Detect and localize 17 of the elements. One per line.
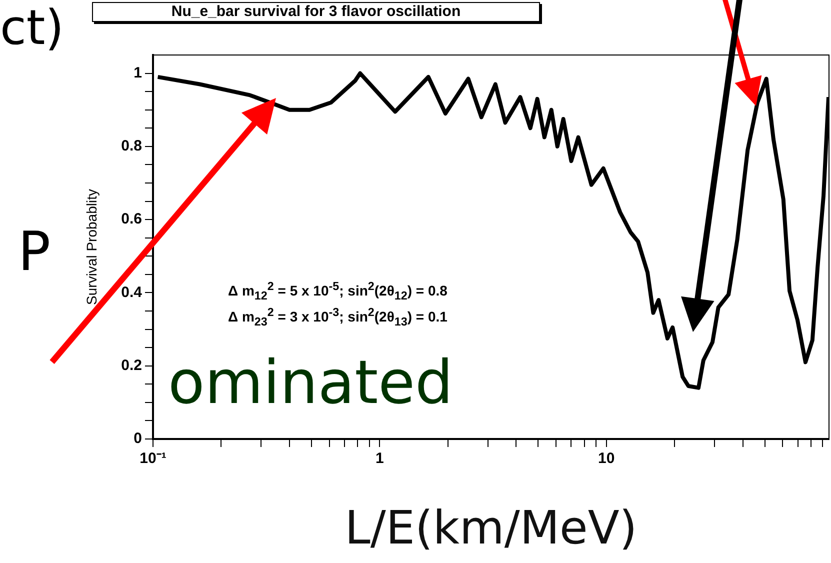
x-tick-label: 10⁻¹ [140,450,166,468]
y-tick-label: 0.6 [121,210,142,228]
y-tick-label: 0 [134,430,142,448]
y-tick-label: 0.8 [121,138,142,155]
y-axis-title: Survival Probablity [83,189,100,305]
text: Δ m$_{23}$$^{2}$ = 3 x 10$^{-3}$; sin$^{2}$(2θ$_{13}$) = 0.1 [228,306,448,328]
chart-title: Nu_e_bar survival for 3 flavor oscillation [92,2,540,22]
text: P [18,220,51,283]
x-axis-title: L/E(km/MeV) [344,500,638,554]
y-tick-label: 0.2 [121,357,142,374]
annotation: ominated [168,348,454,418]
y-tick-label: 1 [134,64,142,82]
x-tick-label: 10 [598,450,615,468]
text: Δ m$_{12}$$^{2}$ = 5 x 10$^{-5}$; sin$^{2}$(2θ$_{12}$) = 0.8 [228,280,448,302]
y-tick-label: 0.4 [121,284,143,301]
x-tick-label: 1 [376,450,384,468]
text: ct) [0,0,64,56]
